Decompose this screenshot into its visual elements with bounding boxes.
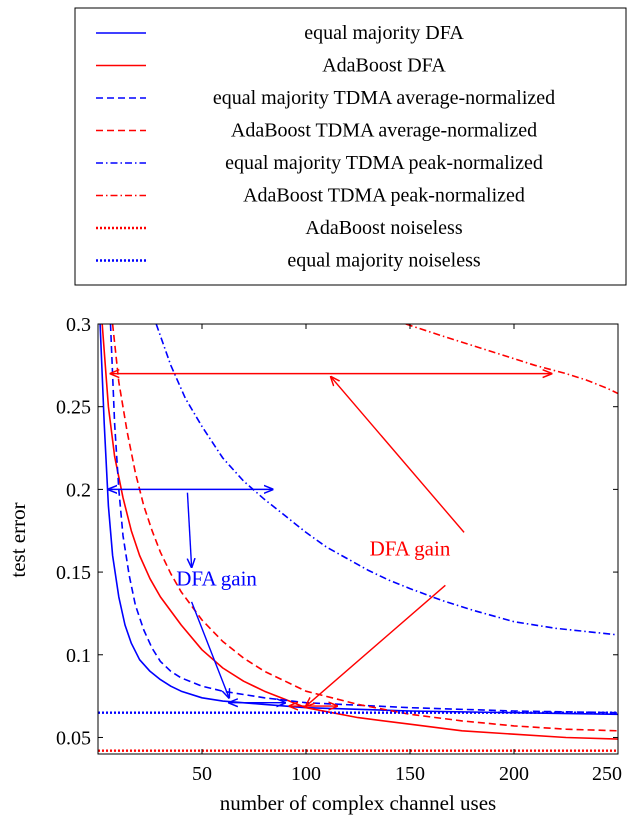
y-axis: 0.05 0.1 0.15 0.2 0.25 0.3 (56, 314, 618, 749)
legend-label-5: AdaBoost TDMA peak-normalized (243, 185, 525, 207)
y-tick-label: 0.3 (66, 314, 91, 336)
x-tick-label: 100 (291, 763, 321, 785)
annotation-label-0: DFA gain (176, 566, 257, 590)
legend-box (74, 7, 627, 286)
x-tick-label: 50 (192, 763, 212, 785)
legend-label-3: AdaBoost TDMA average-normalized (231, 120, 537, 142)
y-tick-label: 0.2 (66, 479, 91, 501)
legend-label-7: equal majority noiseless (287, 250, 481, 272)
legend-label-2: equal majority TDMA average-normalized (213, 87, 555, 109)
series-line-5 (405, 324, 618, 395)
series-line-2 (109, 324, 618, 714)
legend: equal majority DFA AdaBoost DFA equal majo… (74, 7, 627, 286)
legend-label-4: equal majority TDMA peak-normalized (225, 152, 543, 174)
series-line-3 (111, 324, 618, 732)
y-tick-label: 0.1 (66, 645, 91, 667)
legend-label-6: AdaBoost noiseless (305, 217, 462, 239)
plot-frame (97, 323, 619, 755)
annotation-label-1: DFA gain (370, 537, 451, 561)
legend-label-0: equal majority DFA (304, 22, 464, 44)
x-axis-label: number of complex channel uses (220, 791, 496, 815)
annotation-arrow-1-3 (306, 584, 446, 706)
x-tick-label: 250 (592, 763, 622, 785)
y-tick-label: 0.15 (56, 562, 91, 584)
x-tick-label: 200 (499, 763, 529, 785)
annotation-arrow-0-2 (187, 492, 191, 567)
annotation-arrow-0-3 (190, 601, 229, 698)
y-tick-label: 0.25 (56, 397, 91, 419)
x-axis: 50 100 150 200 250 (192, 324, 622, 785)
series-line-1 (101, 324, 618, 740)
y-tick-label: 0.05 (56, 727, 91, 749)
y-axis-label: test error (6, 502, 30, 577)
annotation-arrow-1-2 (331, 377, 465, 533)
legend-label-1: AdaBoost DFA (322, 55, 446, 77)
x-tick-label: 150 (395, 763, 425, 785)
series-line-4 (155, 324, 618, 636)
